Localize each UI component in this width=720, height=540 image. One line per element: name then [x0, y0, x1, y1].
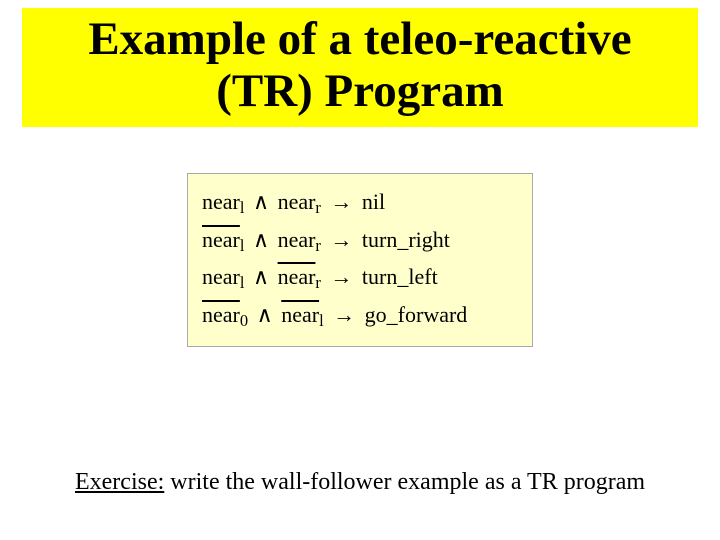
slide-title: Example of a teleo-reactive (TR) Program	[32, 14, 688, 117]
arrow-symbol: →	[326, 264, 356, 289]
near-term: near	[202, 264, 240, 289]
action: go_forward	[365, 302, 468, 327]
subscript: l	[240, 273, 245, 292]
subscript: l	[319, 311, 324, 330]
formula-row: nearl ∧ nearr → turn_right	[202, 222, 518, 259]
subscript: r	[315, 273, 321, 292]
near-term: near	[278, 227, 316, 252]
near-term: near	[278, 189, 316, 214]
subscript: r	[315, 236, 321, 255]
exercise-text: write the wall-follower example as a TR …	[164, 469, 645, 495]
subscript: 0	[240, 311, 248, 330]
formula-row: nearl ∧ nearr → turn_left	[202, 259, 518, 296]
action: turn_right	[362, 227, 450, 252]
formula-row: nearl ∧ nearr → nil	[202, 184, 518, 221]
and-symbol: ∧	[250, 259, 272, 294]
near-term-neg: near	[278, 264, 316, 289]
title-line-2: (TR) Program	[216, 65, 504, 117]
near-term-neg: near	[202, 227, 240, 252]
and-symbol: ∧	[250, 184, 272, 219]
near-term: near	[202, 189, 240, 214]
exercise-label: Exercise:	[75, 469, 164, 495]
and-symbol: ∧	[254, 297, 276, 332]
action: nil	[362, 189, 385, 214]
formula-row: near0 ∧ nearl → go_forward	[202, 297, 518, 334]
subscript: l	[240, 236, 245, 255]
subscript: r	[315, 198, 321, 217]
subscript: l	[240, 198, 245, 217]
near-term-neg: near	[281, 302, 319, 327]
exercise-line: Exercise: write the wall-follower exampl…	[0, 469, 720, 496]
slide: Example of a teleo-reactive (TR) Program…	[0, 8, 720, 540]
near-term-neg: near	[202, 302, 240, 327]
arrow-symbol: →	[329, 302, 359, 327]
title-box: Example of a teleo-reactive (TR) Program	[22, 8, 698, 127]
formula-box: nearl ∧ nearr → nil nearl ∧ nearr → turn…	[187, 173, 533, 347]
action: turn_left	[362, 264, 438, 289]
title-line-1: Example of a teleo-reactive	[88, 13, 631, 65]
arrow-symbol: →	[326, 227, 356, 252]
arrow-symbol: →	[326, 189, 356, 214]
and-symbol: ∧	[250, 222, 272, 257]
